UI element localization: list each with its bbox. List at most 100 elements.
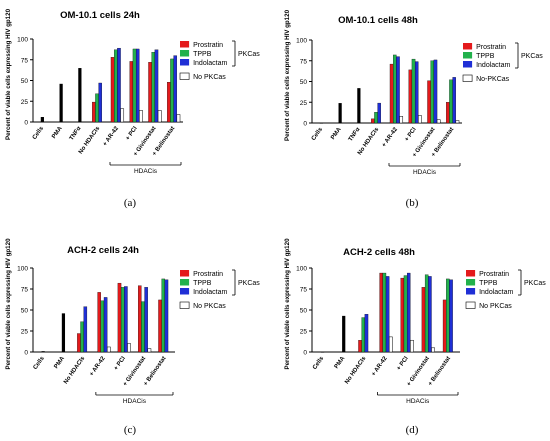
- y-tick-label: 25: [21, 99, 29, 106]
- x-tick-label: No HDACIs: [63, 355, 87, 385]
- bar-single: [41, 351, 45, 352]
- bar-indolactam: [98, 82, 102, 123]
- bar-tppb: [95, 93, 99, 123]
- bar-indolactam: [117, 47, 121, 123]
- bar-single: [319, 123, 323, 124]
- legend-entry: Prostratin: [193, 271, 223, 278]
- x-tick-label: + PCI: [396, 355, 410, 371]
- bar-no-pkcas: [399, 116, 404, 124]
- x-tick-label: + Belinostat: [428, 356, 453, 387]
- legend: Prostratin TPPB Indolactam No PKCas PKCas: [179, 40, 260, 81]
- legend-entry: No PKCas: [193, 303, 226, 310]
- bar-no-pkcas: [388, 336, 393, 353]
- chart-panel: OM-10.1 cells 24h Percent of viable cells…: [5, 8, 260, 209]
- bar-indolactam: [433, 59, 438, 124]
- bar-prostratin: [117, 282, 122, 353]
- legend-entry: Prostratin: [193, 42, 223, 49]
- bar-prostratin: [371, 118, 375, 124]
- y-tick-label: 75: [300, 287, 308, 294]
- bar-prostratin: [421, 287, 426, 353]
- x-tick-label: + AR-42: [371, 355, 389, 377]
- legend-entry: No PKCas: [479, 303, 512, 310]
- pkcas-label: PKCas: [524, 280, 546, 287]
- bar-prostratin: [446, 102, 450, 124]
- bar-no-pkcas: [120, 108, 125, 123]
- legend-entry: Indolactam: [193, 289, 227, 296]
- y-tick-label: 50: [300, 79, 308, 86]
- y-tick-label: 50: [21, 78, 29, 85]
- x-tick-label: + Belinostat: [143, 356, 168, 387]
- chart-panel: ACH-2 cells 24h Percent of viable cells e…: [5, 238, 260, 436]
- bar-prostratin: [389, 63, 394, 124]
- bar-prostratin: [408, 69, 413, 124]
- legend-swatch: [466, 288, 476, 295]
- bar-no-pkcas: [176, 114, 181, 123]
- bar-prostratin: [358, 340, 362, 353]
- x-tick-label: TNFα: [348, 126, 362, 142]
- y-tick-label: 25: [300, 329, 308, 336]
- hdacis-label: HDACis: [413, 169, 437, 176]
- y-axis-label: Percent of viable cells expressing HIV g…: [284, 238, 291, 370]
- pkcas-label: PKCas: [521, 53, 543, 60]
- bar-indolactam: [144, 287, 148, 353]
- bar-no-pkcas: [147, 348, 152, 353]
- legend-swatch: [179, 72, 190, 80]
- legend: Prostratin TPPB Indolactam No-PKCas PKCas: [462, 42, 543, 83]
- legend-swatch: [180, 288, 190, 295]
- x-tick-label: + PCI: [404, 126, 418, 142]
- legend-entry: Prostratin: [476, 44, 506, 51]
- y-tick-label: 75: [300, 58, 308, 65]
- bar-indolactam: [452, 77, 456, 124]
- panel-label: (d): [406, 424, 419, 436]
- panel-label: (c): [124, 424, 137, 436]
- bar-prostratin: [138, 285, 142, 353]
- bar-prostratin: [77, 333, 81, 353]
- bar-indolactam: [414, 61, 419, 124]
- bar-indolactam: [164, 279, 169, 353]
- legend-swatch: [180, 50, 190, 57]
- legend-swatch: [462, 74, 473, 82]
- bar-tppb: [161, 278, 166, 353]
- chart-title: ACH-2 cells 48h: [343, 247, 415, 258]
- bar-indolactam: [406, 272, 411, 353]
- legend-swatch: [179, 301, 190, 309]
- bar-no-pkcas: [455, 120, 460, 124]
- bar-no-pkcas: [139, 110, 143, 123]
- bar-no-pkcas: [436, 119, 441, 124]
- y-axis-label: Percent of viable cells expressing HIV g…: [284, 9, 291, 141]
- bar-single: [342, 315, 346, 352]
- bar-single: [61, 313, 66, 352]
- legend-entry: TPPB: [479, 280, 498, 287]
- legend-entry: TPPB: [476, 53, 495, 60]
- bar-prostratin: [158, 299, 162, 353]
- bar-prostratin: [167, 82, 171, 123]
- bar-indolactam: [154, 49, 159, 123]
- x-tick-label: PMA: [51, 125, 64, 140]
- bar-indolactam: [449, 279, 453, 353]
- bar-indolactam: [124, 286, 128, 353]
- legend-entry: TPPB: [193, 280, 212, 287]
- bar-tppb: [430, 60, 435, 124]
- x-tick-label: Cells: [32, 125, 46, 141]
- bar-tppb: [403, 275, 408, 353]
- x-tick-label: + AR-42: [89, 355, 107, 377]
- bar-indolactam: [103, 297, 108, 353]
- bar-prostratin: [427, 80, 431, 124]
- bar-tppb: [361, 317, 366, 353]
- y-tick-label: 100: [17, 266, 28, 273]
- bar-indolactam: [83, 306, 88, 353]
- bar-no-pkcas: [127, 343, 131, 353]
- bar-no-pkcas: [410, 339, 414, 353]
- bar-prostratin: [110, 57, 115, 123]
- legend: Prostratin TPPB Indolactam No PKCas PKCas: [179, 269, 260, 310]
- bar-tppb: [411, 58, 416, 124]
- y-tick-label: 75: [21, 287, 29, 294]
- y-tick-label: 0: [303, 350, 307, 357]
- y-tick-label: 75: [21, 57, 29, 64]
- bar-tppb: [114, 49, 118, 123]
- chart-title: OM-10.1 cells 24h: [60, 10, 140, 21]
- legend-swatch: [466, 279, 476, 286]
- bar-tppb: [382, 272, 387, 353]
- legend-swatch: [463, 52, 473, 59]
- bar-single: [357, 88, 361, 123]
